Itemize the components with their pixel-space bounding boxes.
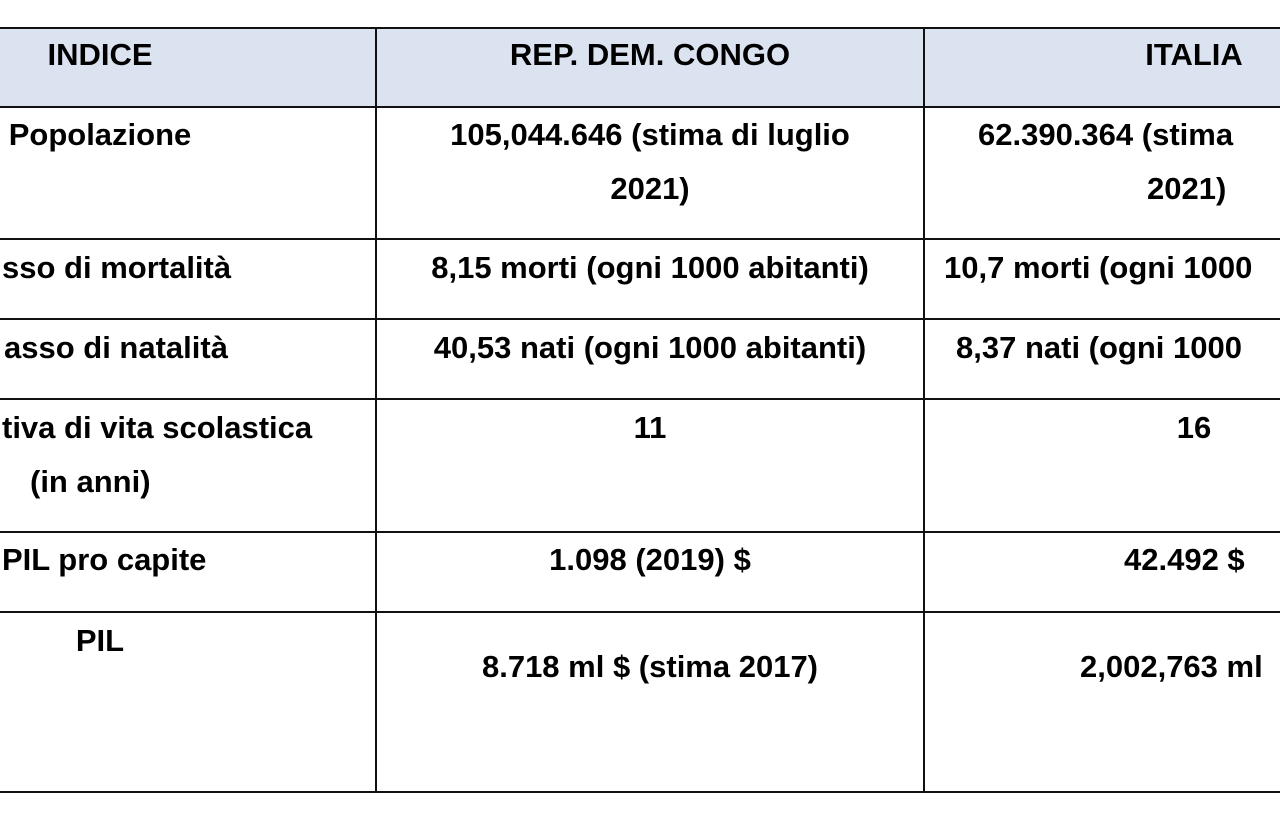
table-cell-congo: 1.098 (2019) $ xyxy=(549,542,751,577)
table-cell-italia: 10,7 morti (ogni 1000 xyxy=(944,250,1253,285)
table-rule xyxy=(0,611,1280,613)
table-cell-congo: 105,044.646 (stima di luglio 2021) xyxy=(450,117,850,206)
table-cell-italia: 42.492 $ xyxy=(1124,542,1245,577)
table-rule xyxy=(0,531,1280,533)
table-cell-congo: 40,53 nati (ogni 1000 abitanti) xyxy=(433,330,867,365)
table-rule xyxy=(0,398,1280,400)
table-cell-italia: 8,37 nati (ogni 1000 xyxy=(956,330,1242,365)
table-rule xyxy=(0,238,1280,240)
table-cell-italia: 16 xyxy=(1176,410,1212,445)
header-indice: INDICE xyxy=(47,37,153,72)
table-cell-indice: PIL pro capite xyxy=(2,542,207,577)
table-rule xyxy=(0,106,1280,108)
table-cell-italia: 2,002,763 ml xyxy=(1080,649,1263,684)
table-rule xyxy=(0,791,1280,793)
table-rule xyxy=(0,27,1280,29)
table-cell-italia: 62.390.364 (stima 2021) xyxy=(978,117,1234,206)
table-cell-indice: Popolazione xyxy=(8,117,192,152)
header-italia: ITALIA xyxy=(1145,37,1243,72)
table-cell-indice: asso di natalità xyxy=(4,330,228,365)
table-cell-congo: 8.718 ml $ (stima 2017) xyxy=(481,649,819,684)
table-cell-indice: tiva di vita scolastica (in anni) xyxy=(2,410,313,499)
column-rule xyxy=(375,27,377,793)
table-cell-indice: PIL xyxy=(75,623,125,658)
table-rule xyxy=(0,318,1280,320)
table-cell-indice: sso di mortalità xyxy=(2,250,232,285)
table-cell-congo: 11 xyxy=(633,410,667,445)
column-rule xyxy=(923,27,925,793)
table-cell-congo: 8,15 morti (ogni 1000 abitanti) xyxy=(431,250,869,285)
header-congo: REP. DEM. CONGO xyxy=(509,37,791,72)
header-row-background xyxy=(0,29,1280,107)
